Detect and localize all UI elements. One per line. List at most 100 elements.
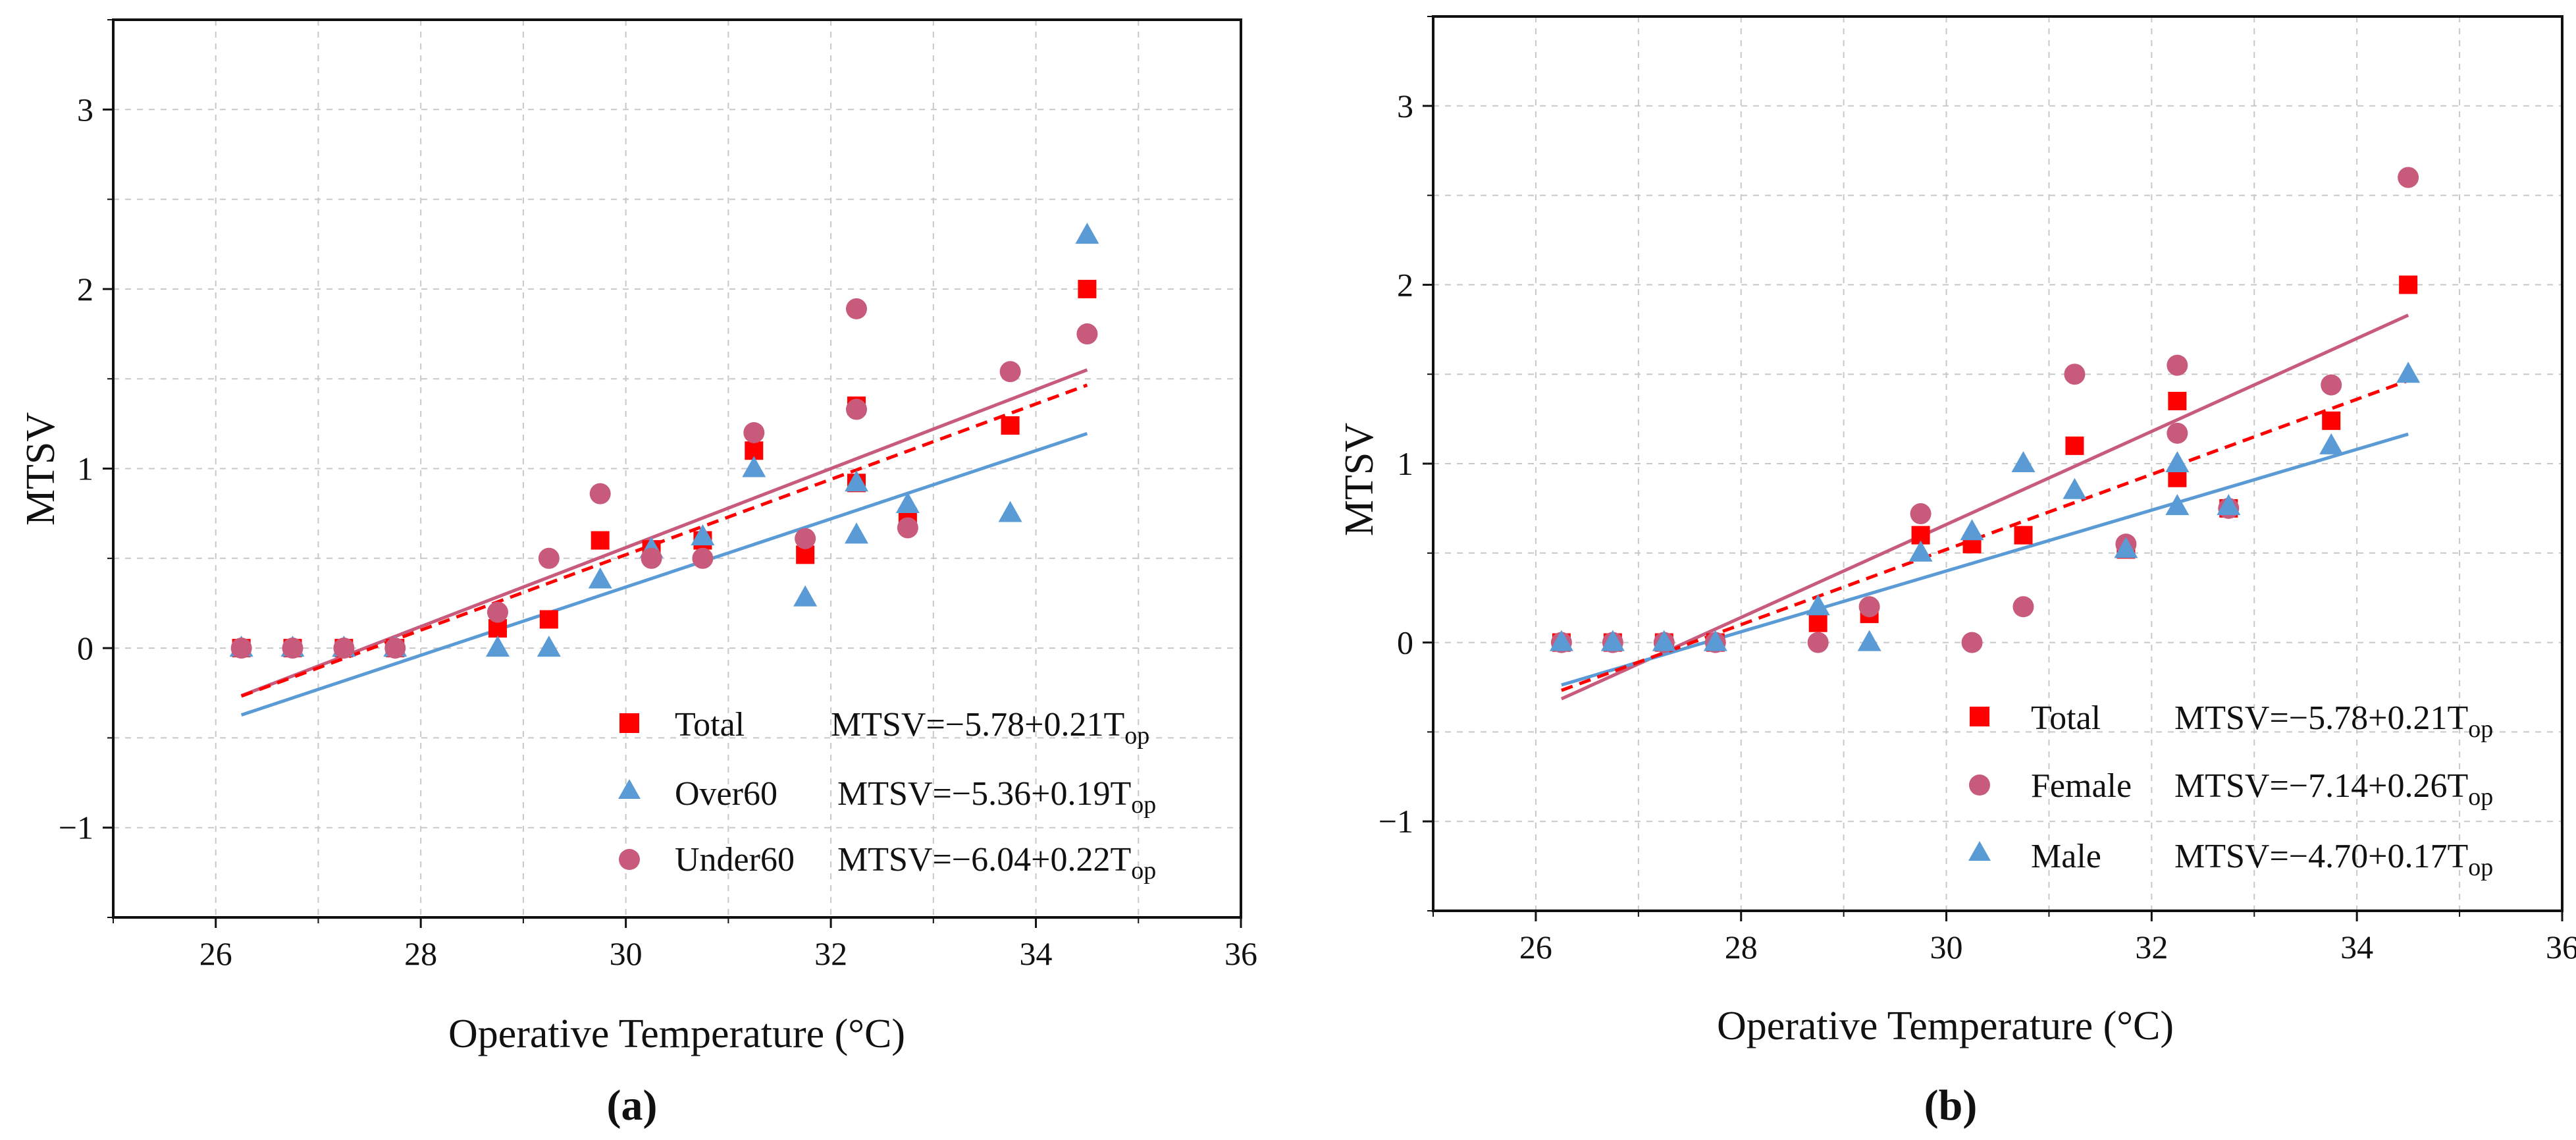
legend-b: Total MTSV=−5.78+0.21Top Female MTSV=−7.…	[1968, 699, 2493, 881]
point-male	[1857, 630, 1881, 651]
point-total	[2065, 436, 2084, 455]
y-tick-label: −1	[59, 809, 93, 846]
point-male	[2396, 362, 2421, 383]
point-total	[539, 610, 558, 629]
point-female	[2167, 422, 2188, 444]
point-male	[2217, 494, 2241, 516]
legend-label-total-b: Total	[2031, 699, 2101, 737]
axis-ticks-a: 26 28 30 32 34 36 −1 0 1 2 3	[59, 19, 1257, 972]
point-under60	[846, 398, 868, 420]
point-under60	[897, 517, 918, 539]
y-tick-label: 1	[1397, 445, 1413, 482]
point-male	[1703, 630, 1727, 651]
x-tick-label: 26	[1519, 929, 1552, 965]
point-female	[1961, 632, 1983, 653]
x-tick-label: 26	[199, 935, 232, 972]
point-under60	[333, 638, 355, 659]
point-over60	[485, 636, 510, 657]
y-tick-label: 2	[1397, 266, 1413, 303]
legend-marker-female-b	[1969, 774, 1990, 796]
point-over60	[537, 636, 561, 657]
point-female	[2321, 374, 2342, 396]
fit-lines-a	[240, 368, 1088, 717]
point-female	[1858, 596, 1880, 618]
point-male	[2114, 537, 2138, 558]
axis-ticks-b: 26 28 30 32 34 36 −1 0 1 2 3	[1379, 16, 2576, 965]
legend-equation-over60-a: MTSV=−5.36+0.19Top	[837, 775, 1156, 819]
x-tick-label: 32	[2135, 929, 2168, 965]
y-tick-label: −1	[1379, 803, 1413, 840]
x-tick-label: 28	[404, 935, 437, 972]
grid-b	[1433, 16, 2562, 911]
point-under60	[282, 638, 303, 659]
x-axis-title-a: Operative Temperature (°C)	[448, 1012, 905, 1056]
legend-marker-over60-a	[618, 779, 641, 799]
x-tick-label: 28	[1725, 929, 1758, 965]
panel-label-a: (a)	[607, 1081, 658, 1129]
legend-label-female-b: Female	[2031, 767, 2132, 805]
point-under60	[384, 638, 406, 659]
y-tick-label: 2	[77, 271, 93, 308]
fit-lines-b	[1560, 313, 2409, 701]
legend-a: Total MTSV=−5.78+0.21Top Over60 MTSV=−5.…	[618, 706, 1156, 884]
fit-line-total	[1561, 379, 2409, 692]
data-points-b	[1549, 167, 2421, 653]
legend-marker-under60-a	[619, 849, 640, 870]
y-tick-label: 3	[77, 91, 93, 128]
point-total	[1001, 416, 1020, 435]
y-tick-label: 0	[77, 630, 93, 666]
point-female	[2012, 596, 2034, 618]
point-under60	[795, 528, 816, 549]
y-tick-label: 0	[1397, 624, 1413, 661]
chart-panel-a: 26 28 30 32 34 36 −1 0 1 2 3 Operative Temperature…	[18, 18, 1257, 1129]
legend-label-under60-a: Under60	[675, 841, 795, 879]
point-under60	[999, 361, 1021, 383]
x-tick-label: 32	[814, 935, 847, 972]
point-total	[591, 531, 610, 550]
point-male	[2011, 451, 2036, 472]
chart-panel-b: 26 28 30 32 34 36 −1 0 1 2 3 Operative Temperature…	[1337, 15, 2576, 1129]
point-under60	[641, 547, 662, 569]
point-over60	[895, 492, 920, 514]
point-total	[1808, 613, 1827, 632]
panel-label-b: (b)	[1924, 1081, 1978, 1129]
x-axis-title-b: Operative Temperature (°C)	[1717, 1004, 2174, 1048]
legend-label-over60-a: Over60	[675, 775, 777, 813]
x-tick-label: 34	[1020, 935, 1053, 972]
point-over60	[845, 522, 869, 544]
point-under60	[486, 601, 508, 623]
fit-line-female	[1560, 313, 2409, 701]
legend-marker-total-b	[1970, 707, 1989, 726]
y-tick-label: 1	[77, 450, 93, 487]
point-over60	[691, 524, 715, 546]
point-total	[2322, 411, 2341, 430]
x-tick-label: 30	[610, 935, 643, 972]
point-female	[2398, 167, 2419, 188]
point-total	[1078, 279, 1097, 298]
fit-line-male	[1561, 432, 2409, 687]
y-tick-label: 3	[1397, 88, 1413, 124]
point-male	[1600, 630, 1625, 651]
fit-line-under60	[240, 368, 1088, 697]
point-male	[1806, 594, 1830, 616]
legend-label-male-b: Male	[2031, 838, 2101, 875]
legend-equation-under60-a: MTSV=−6.04+0.22Top	[837, 841, 1156, 884]
point-over60	[793, 585, 818, 607]
point-over60	[742, 456, 766, 477]
point-male	[2063, 477, 2087, 499]
legend-equation-total-b: MTSV=−5.78+0.21Top	[2174, 699, 2493, 743]
legend-marker-total-a	[619, 713, 639, 733]
fit-line-total	[240, 383, 1088, 698]
grid-a	[113, 20, 1241, 917]
y-axis-title-a: MTSV	[18, 412, 63, 526]
legend-equation-female-b: MTSV=−7.14+0.26Top	[2174, 767, 2493, 811]
point-male	[2165, 494, 2190, 516]
point-female	[2064, 364, 2086, 385]
point-male	[2319, 433, 2344, 454]
point-male	[1549, 630, 1573, 651]
legend-equation-total-a: MTSV=−5.78+0.21Top	[831, 706, 1149, 749]
x-tick-label: 36	[1224, 935, 1257, 972]
x-tick-label: 34	[2340, 929, 2373, 965]
point-male	[1652, 630, 1676, 651]
point-total	[2168, 391, 2187, 410]
